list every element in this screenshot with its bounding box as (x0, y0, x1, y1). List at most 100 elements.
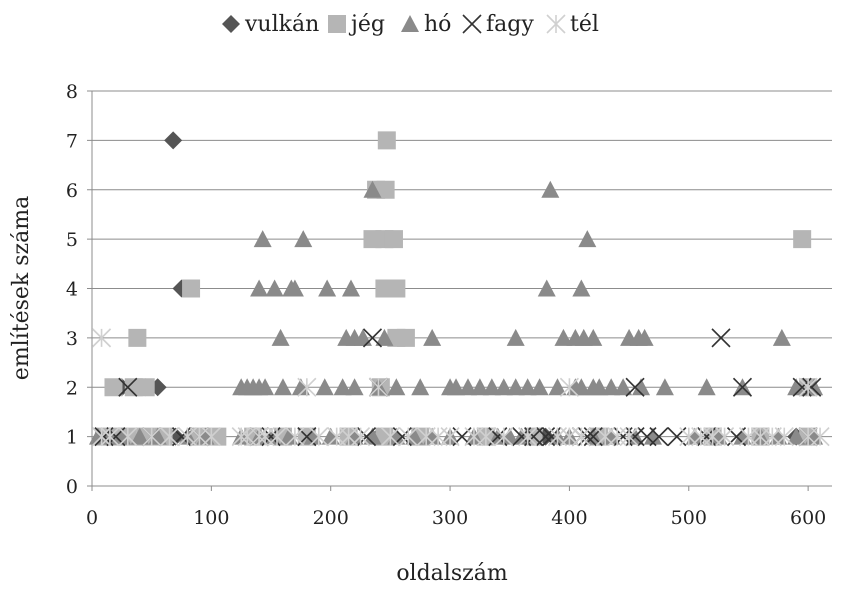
point-tél-18 (285, 427, 305, 447)
x-tick-label-300: 300 (432, 507, 468, 529)
point-tél-9 (160, 427, 180, 447)
point-tél-31 (518, 427, 538, 447)
point-hó-94 (733, 427, 752, 445)
point-hó-89 (602, 427, 621, 445)
point-fagy-4 (625, 377, 645, 397)
point-tél-17 (267, 427, 287, 447)
x-tick-label-0: 0 (86, 507, 98, 529)
point-jég-12 (387, 328, 406, 347)
point-hó-67 (148, 427, 167, 445)
point-hó-37 (345, 378, 364, 396)
legend-item-vulkán: vulkán (222, 12, 319, 37)
point-hó-76 (345, 427, 364, 445)
point-hó-93 (709, 427, 728, 445)
point-hó-65 (112, 427, 131, 445)
series-hó (88, 180, 824, 445)
point-hó-97 (787, 427, 806, 445)
point-hó-58 (655, 378, 674, 396)
point-hó-77 (363, 427, 382, 445)
point-tél-30 (494, 427, 514, 447)
point-hó-4 (578, 230, 597, 248)
point-hó-63 (88, 427, 107, 445)
y-tick-label-6: 6 (66, 180, 78, 202)
point-hó-55 (602, 378, 621, 396)
point-hó-52 (572, 378, 591, 396)
point-jég-2 (376, 180, 395, 199)
point-jég-10 (128, 328, 147, 347)
point-hó-39 (387, 378, 406, 396)
point-fagy-2 (118, 377, 138, 397)
y-tick-label-8: 8 (66, 81, 78, 103)
point-hó-9 (318, 279, 337, 297)
point-tél-1 (297, 377, 317, 397)
point-tél-19 (309, 427, 329, 447)
point-hó-27 (772, 328, 791, 346)
point-hó-12 (572, 279, 591, 297)
point-tél-27 (440, 427, 460, 447)
point-hó-78 (387, 427, 406, 445)
point-fagy-7 (802, 377, 822, 397)
point-hó-46 (494, 378, 513, 396)
x-tick-label-200: 200 (313, 507, 349, 529)
point-tél-4 (798, 377, 818, 397)
point-jég-9 (387, 279, 406, 298)
point-jég-15 (136, 378, 155, 397)
y-tick-label-2: 2 (66, 377, 78, 399)
point-hó-45 (482, 378, 501, 396)
point-tél-29 (476, 427, 496, 447)
point-hó-1 (541, 180, 560, 198)
point-hó-23 (584, 328, 603, 346)
point-hó-56 (614, 378, 633, 396)
point-hó-91 (643, 427, 662, 445)
data-points (88, 131, 830, 447)
point-hó-74 (303, 427, 322, 445)
point-hó-98 (805, 427, 824, 445)
point-hó-48 (518, 378, 537, 396)
point-hó-59 (697, 378, 716, 396)
x-tick-label-400: 400 (551, 507, 587, 529)
point-tél-12 (201, 427, 221, 447)
point-hó-79 (405, 427, 424, 445)
legend-label-hó: hó (424, 12, 451, 37)
point-hó-50 (548, 378, 567, 396)
point-fagy-0 (362, 328, 383, 348)
legend: vulkán jég hó fagy tél (222, 12, 599, 37)
point-fagy-1 (711, 328, 731, 348)
y-tick-label-1: 1 (66, 427, 78, 449)
x-axis-title: oldalszám (396, 561, 508, 586)
point-hó-73 (279, 427, 298, 445)
y-tick-label-7: 7 (66, 130, 78, 152)
point-hó-20 (554, 328, 573, 346)
point-jég-7 (182, 279, 201, 298)
point-hó-13 (271, 328, 290, 346)
point-hó-36 (333, 378, 352, 396)
x-tick-label-600: 600 (790, 507, 826, 529)
point-hó-62 (805, 378, 824, 396)
x-tick-label-500: 500 (671, 507, 707, 529)
point-tél-7 (118, 427, 138, 447)
y-tick-label-5: 5 (66, 229, 78, 251)
gridlines (92, 90, 832, 438)
point-hó-8 (285, 279, 304, 297)
point-hó-75 (321, 427, 340, 445)
y-tick-label-4: 4 (66, 279, 78, 301)
point-jég-3 (793, 230, 812, 249)
legend-item-tél: tél (546, 12, 599, 37)
point-jég-0 (377, 131, 396, 150)
point-hó-92 (685, 427, 704, 445)
y-tick-label-3: 3 (66, 328, 78, 350)
point-hó-96 (769, 427, 788, 445)
point-hó-80 (423, 427, 442, 445)
point-hó-49 (530, 378, 549, 396)
point-jég-6 (384, 230, 403, 249)
point-tél-37 (619, 427, 639, 447)
point-hó-6 (265, 279, 284, 297)
point-tél-6 (100, 427, 120, 447)
legend-marker-vulkán (222, 15, 240, 33)
point-hó-40 (411, 378, 430, 396)
point-tél-5 (91, 427, 112, 447)
point-tél-0 (91, 328, 112, 348)
point-tél-3 (559, 377, 579, 397)
point-hó-61 (787, 378, 806, 396)
